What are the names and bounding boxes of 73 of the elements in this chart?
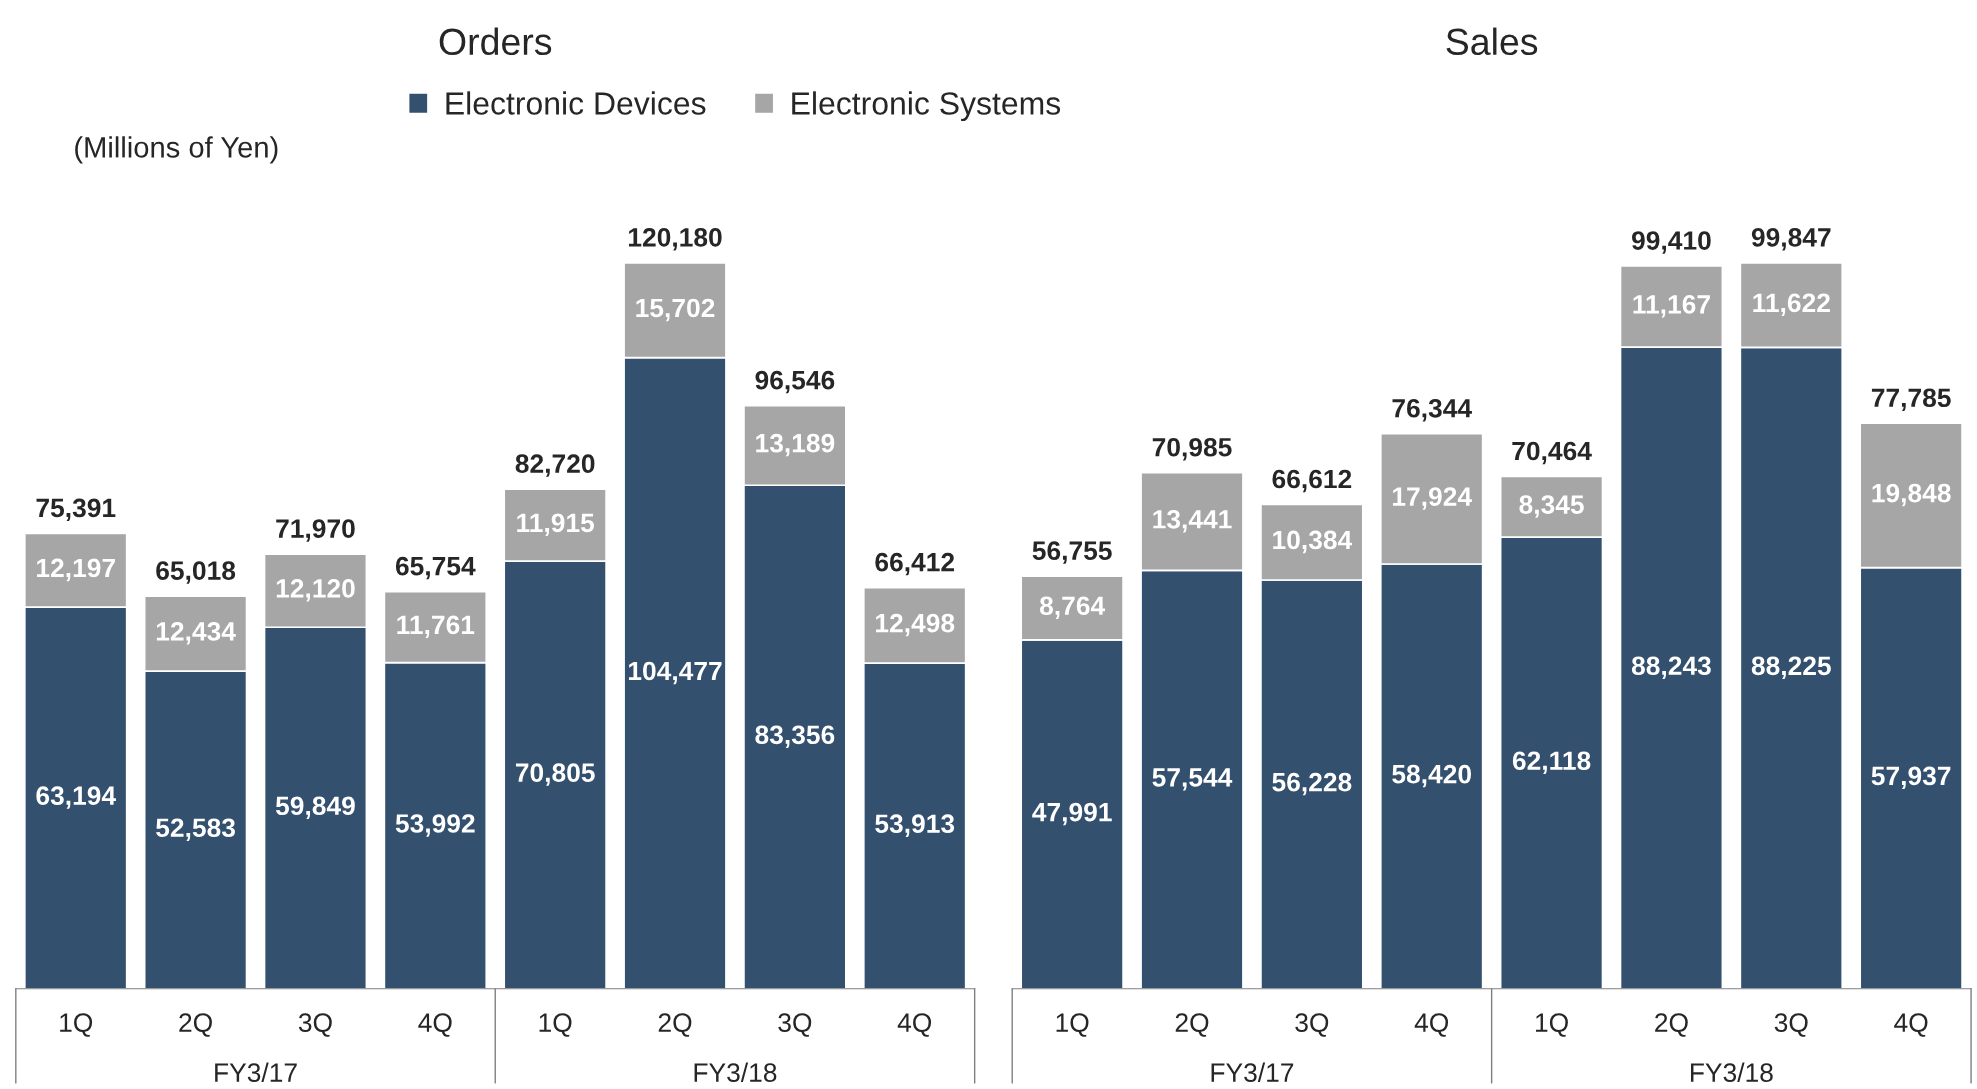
data-label: 88,225 [1751, 656, 1831, 679]
data-label: 11,622 [1753, 293, 1830, 316]
data-label: 53,992 [395, 814, 475, 837]
x-tick-label: 3Q [1295, 1013, 1329, 1037]
data-label: 12,197 [37, 558, 115, 582]
data-label: 56,228 [1272, 772, 1352, 796]
x-tick-label: 1Q [60, 1013, 93, 1037]
x-tick-label: 1Q [1056, 1013, 1089, 1037]
x-tick-label: 2Q [179, 1013, 212, 1037]
x-tick-label: 3Q [778, 1013, 812, 1037]
total-label: 76,344 [1392, 398, 1472, 422]
data-label: 13,441 [1153, 509, 1232, 533]
x-tick-label: 1Q [539, 1013, 572, 1037]
data-label: 104,477 [628, 661, 722, 685]
data-label: 19,848 [1872, 483, 1951, 507]
total-label: 99,410 [1631, 231, 1711, 254]
total-label: 70,985 [1152, 437, 1232, 461]
legend-label: Electronic Devices [446, 91, 706, 115]
text: (Millions of Yen) [75, 136, 278, 164]
total-label: 70,464 [1512, 441, 1592, 465]
data-label: 10,384 [1273, 530, 1353, 554]
data-label: 12,434 [156, 622, 236, 645]
x-tick-label: 4Q [897, 1013, 932, 1037]
text: FY3/17 [1211, 1062, 1294, 1083]
total-label: 120,180 [628, 228, 722, 251]
data-label: 11,167 [1633, 294, 1710, 318]
data-label: 8,345 [1519, 495, 1584, 518]
data-label: 62,118 [1512, 751, 1591, 774]
x-tick-label: 4Q [1414, 1013, 1449, 1037]
text: FY3/17 [215, 1062, 297, 1083]
data-label: 11,761 [397, 615, 475, 639]
legend-label: Electronic Systems [792, 91, 1061, 122]
data-label: 59,849 [275, 796, 355, 819]
data-label: 57,937 [1871, 766, 1951, 790]
total-label: 71,970 [276, 519, 355, 542]
total-label: 65,754 [395, 556, 476, 580]
data-label: 57,544 [1152, 768, 1233, 791]
data-label: 47,991 [1032, 802, 1112, 826]
text: FY3/18 [1690, 1062, 1773, 1083]
x-tick-label: 2Q [658, 1013, 692, 1037]
data-label: 17,924 [1393, 487, 1472, 510]
data-label: 58,420 [1392, 764, 1471, 788]
x-tick-label: 3Q [1774, 1013, 1808, 1037]
data-label: 83,356 [755, 725, 835, 748]
chart-title: Sales [1446, 27, 1538, 56]
chart-title: Orders [439, 27, 552, 56]
total-label: 65,018 [156, 561, 236, 584]
total-label: 66,612 [1272, 469, 1352, 493]
data-label: 15,702 [636, 298, 715, 322]
x-tick-label: 4Q [418, 1013, 452, 1037]
total-label: 56,755 [1032, 541, 1112, 564]
x-tick-label: 1Q [1535, 1013, 1568, 1037]
data-label: 88,243 [1631, 656, 1711, 679]
total-label: 75,391 [36, 498, 116, 522]
data-label: 63,194 [36, 786, 116, 809]
total-label: 96,546 [755, 370, 835, 394]
data-label: 8,764 [1039, 596, 1106, 619]
x-tick-label: 2Q [1175, 1013, 1209, 1037]
data-label: 70,805 [515, 763, 595, 786]
total-label: 99,847 [1751, 228, 1831, 251]
data-label: 12,498 [876, 613, 955, 637]
data-label: 13,189 [756, 433, 835, 457]
data-label: 52,583 [156, 818, 236, 841]
x-tick-label: 2Q [1655, 1013, 1688, 1037]
data-label: 53,913 [875, 814, 955, 837]
total-label: 66,412 [875, 552, 955, 576]
data-label: 12,120 [276, 579, 355, 602]
data-label: 11,915 [517, 513, 595, 536]
text: FY3/18 [694, 1062, 777, 1083]
total-label: 77,785 [1871, 388, 1951, 411]
total-label: 82,720 [515, 454, 595, 477]
x-tick-label: 4Q [1894, 1013, 1928, 1037]
x-tick-label: 3Q [298, 1013, 332, 1037]
